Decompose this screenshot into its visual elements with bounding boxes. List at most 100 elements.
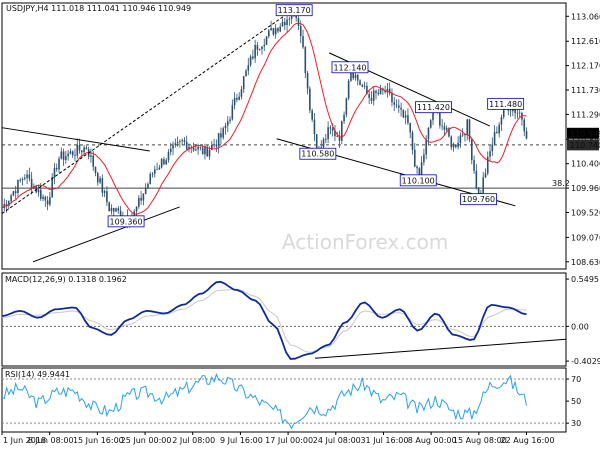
candle-body xyxy=(231,105,234,120)
candle-body xyxy=(220,133,222,138)
candle-body xyxy=(313,119,316,135)
candle-body xyxy=(28,174,31,179)
candle-body xyxy=(363,85,366,87)
candle-body xyxy=(96,172,99,183)
candle-body xyxy=(274,28,277,35)
candle-body xyxy=(482,177,484,193)
x-tick-label-5: 9 Jul 16:00 xyxy=(220,436,263,445)
candle-body xyxy=(174,143,177,146)
candle-body xyxy=(268,30,270,37)
candle-body xyxy=(140,197,142,201)
candle-body xyxy=(8,201,10,207)
candle-body xyxy=(425,139,427,155)
candle-body xyxy=(71,151,74,156)
candle-body xyxy=(352,71,354,79)
candle-body xyxy=(336,136,339,137)
candle-body xyxy=(26,174,28,178)
candle-body xyxy=(509,110,512,112)
candle-body xyxy=(94,166,97,173)
candle-body xyxy=(441,125,443,127)
candle-body xyxy=(427,127,430,140)
candle-body xyxy=(204,147,206,155)
candle-body xyxy=(299,25,302,37)
candle-body xyxy=(500,117,503,125)
candle-body xyxy=(142,194,145,201)
candle-body xyxy=(183,140,186,142)
candle-body xyxy=(176,141,179,144)
candle-body xyxy=(67,153,69,157)
candle-body xyxy=(49,197,51,205)
candle-body xyxy=(457,143,459,147)
candle-body xyxy=(92,155,95,167)
candle-body xyxy=(461,134,464,136)
x-tick-label-3: 25 Jun 00:00 xyxy=(121,436,172,445)
candle-body xyxy=(21,178,24,181)
candle-body xyxy=(331,128,334,131)
candle-body xyxy=(359,80,361,85)
candle-body xyxy=(252,56,254,59)
candle-body xyxy=(375,90,377,93)
candle-body xyxy=(329,127,332,129)
candle-body xyxy=(416,166,418,169)
y-tick-label-6: 110.400 xyxy=(571,160,600,169)
candle-body xyxy=(340,121,343,141)
candle-body xyxy=(377,92,380,95)
candle-body xyxy=(256,45,259,50)
candle-body xyxy=(309,88,311,111)
candle-body xyxy=(464,134,466,136)
candle-body xyxy=(386,88,389,93)
candle-body xyxy=(420,162,423,175)
candle-body xyxy=(393,102,396,105)
candle-body xyxy=(443,126,446,130)
candle-body xyxy=(407,115,409,124)
candle-body xyxy=(30,178,33,189)
candle-body xyxy=(270,28,272,31)
candle-body xyxy=(208,149,211,157)
y-tick-label-0: 113.060 xyxy=(571,12,600,21)
candle-body xyxy=(233,98,236,106)
candle-body xyxy=(53,167,56,178)
candle-body xyxy=(163,159,165,165)
candle-body xyxy=(78,144,81,151)
candle-body xyxy=(516,112,519,114)
candle-body xyxy=(404,115,407,118)
x-tick-label-10: 15 Aug 08:00 xyxy=(453,436,507,445)
candle-body xyxy=(99,178,101,183)
price-label-7: 109.760 xyxy=(462,195,495,204)
candle-body xyxy=(450,136,453,148)
price-label-box-0 xyxy=(275,4,313,17)
candle-body xyxy=(370,97,373,101)
candle-body xyxy=(5,203,8,207)
candle-body xyxy=(160,159,163,168)
candle-body xyxy=(181,140,183,142)
current-price-tag xyxy=(567,127,599,139)
candle-body xyxy=(112,207,115,212)
candle-body xyxy=(418,168,421,175)
candle-body xyxy=(249,56,252,66)
x-tick-label-9: 8 Aug 00:00 xyxy=(408,436,457,445)
candle-body xyxy=(514,108,516,114)
current-price-label: 110.949 xyxy=(570,129,600,138)
candle-body xyxy=(37,189,40,193)
trendline-1 xyxy=(32,206,180,263)
candle-body xyxy=(502,104,505,118)
candle-body xyxy=(190,146,193,148)
candle-body xyxy=(236,98,238,100)
candle-body xyxy=(51,177,53,198)
candle-body xyxy=(192,147,195,151)
candle-body xyxy=(325,139,327,140)
candle-body xyxy=(445,127,448,130)
y-tick-label-1: 112.610 xyxy=(571,37,600,46)
candle-body xyxy=(281,21,284,27)
candle-body xyxy=(101,178,104,193)
candle-body xyxy=(361,84,364,87)
y-tick-label-7: 109.960 xyxy=(571,184,600,193)
candle-body xyxy=(311,110,313,120)
candle-body xyxy=(158,167,161,170)
rsi-frame xyxy=(1,367,567,433)
candle-body xyxy=(391,93,393,103)
candle-body xyxy=(354,74,357,79)
candle-body xyxy=(60,151,63,159)
candle-body xyxy=(439,112,441,126)
